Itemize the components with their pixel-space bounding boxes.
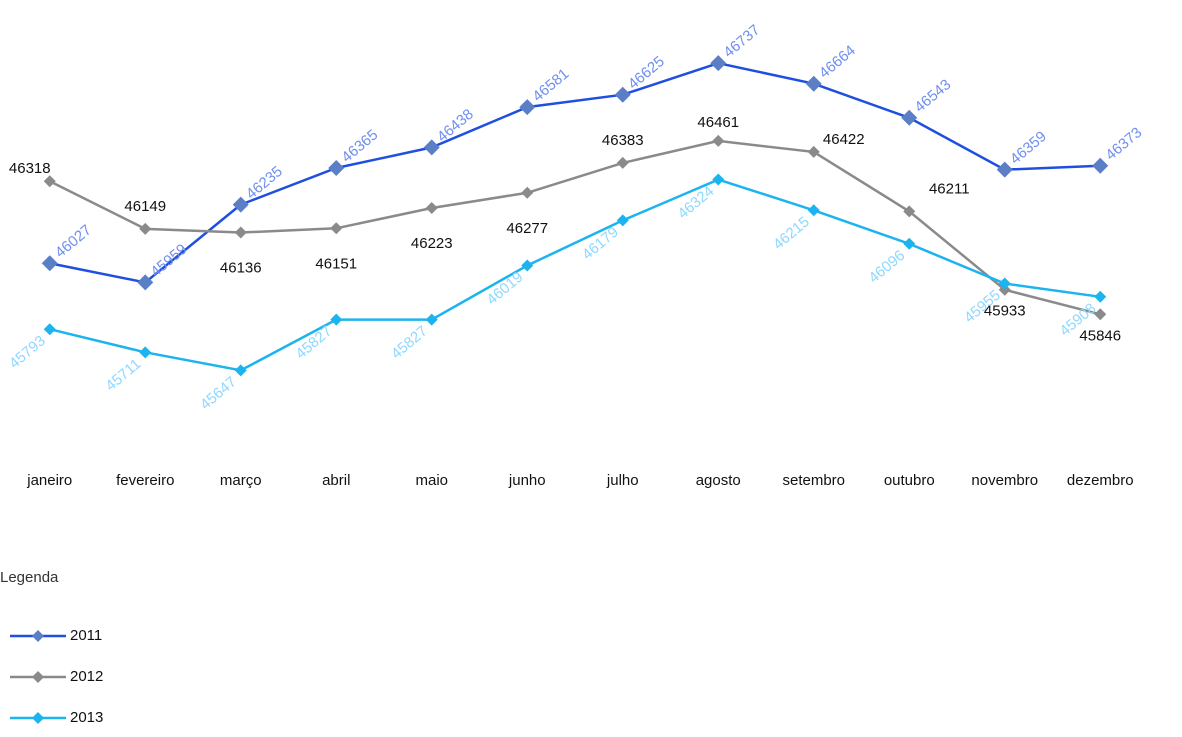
- data-label: 46211: [929, 180, 970, 197]
- marker: [139, 222, 152, 235]
- data-label: 46543: [911, 76, 954, 116]
- marker: [232, 196, 249, 213]
- data-label: 46223: [411, 235, 453, 252]
- data-label: 45711: [102, 355, 144, 394]
- marker: [903, 237, 916, 250]
- legend-marker: [32, 712, 44, 724]
- marker: [807, 145, 820, 158]
- marker: [616, 214, 629, 227]
- x-tick-label: dezembro: [1067, 472, 1134, 489]
- marker: [519, 99, 536, 116]
- marker: [998, 277, 1011, 290]
- data-label: 46019: [483, 269, 526, 309]
- data-label: 46737: [720, 21, 763, 61]
- marker: [1092, 157, 1109, 174]
- marker: [234, 226, 247, 239]
- data-label: 46664: [816, 42, 859, 82]
- marker: [423, 139, 440, 156]
- marker: [996, 161, 1013, 178]
- x-tick-label: junho: [508, 472, 546, 489]
- marker: [330, 222, 343, 235]
- legend-title: Legenda: [0, 569, 59, 586]
- marker: [1094, 308, 1107, 321]
- series-line: [49, 61, 1101, 284]
- data-label: 46151: [315, 255, 357, 272]
- x-tick-label: abril: [322, 472, 350, 489]
- marker: [425, 313, 438, 326]
- data-label: 46215: [770, 213, 813, 253]
- data-label: 45827: [388, 323, 431, 363]
- marker: [521, 186, 534, 199]
- marker: [614, 86, 631, 103]
- x-tick-label: agosto: [696, 472, 741, 489]
- data-label: 46096: [865, 247, 908, 287]
- x-tick-label: maio: [415, 472, 448, 489]
- x-tick-label: janeiro: [26, 472, 72, 489]
- data-label: 46359: [1007, 128, 1050, 168]
- data-label: 46136: [220, 260, 262, 277]
- marker: [328, 159, 345, 176]
- x-tick-label: setembro: [782, 472, 845, 489]
- data-label: 46438: [434, 106, 477, 146]
- legend-label: 2013: [70, 709, 103, 726]
- data-label: 45647: [197, 373, 240, 413]
- data-label: 46373: [1102, 124, 1145, 164]
- marker: [712, 173, 725, 186]
- x-tick-label: julho: [606, 472, 639, 489]
- data-label: 46581: [529, 65, 572, 105]
- data-label: 46461: [697, 114, 739, 131]
- x-tick-label: fevereiro: [116, 472, 174, 489]
- data-label: 46149: [124, 198, 166, 215]
- marker: [43, 323, 56, 336]
- marker: [805, 75, 822, 92]
- marker: [41, 255, 58, 272]
- x-tick-label: outubro: [884, 472, 935, 489]
- legend-marker: [32, 630, 44, 642]
- marker: [137, 274, 154, 291]
- series-line: [49, 178, 1101, 372]
- data-label: 45933: [984, 303, 1026, 320]
- data-label: 45793: [6, 332, 49, 372]
- marker: [1094, 290, 1107, 303]
- legend-marker: [32, 671, 44, 683]
- legend-label: 2011: [70, 627, 102, 644]
- marker: [139, 346, 152, 359]
- marker: [616, 156, 629, 169]
- marker: [901, 109, 918, 126]
- data-label: 46027: [52, 222, 95, 262]
- data-label: 46318: [9, 160, 51, 177]
- x-tick-label: novembro: [971, 472, 1038, 489]
- data-label: 46179: [579, 223, 622, 263]
- data-label: 46277: [506, 220, 548, 237]
- marker: [521, 259, 534, 272]
- marker: [425, 202, 438, 215]
- marker: [710, 55, 727, 72]
- marker: [234, 364, 247, 377]
- data-label: 46422: [823, 131, 865, 148]
- data-label: 45827: [292, 323, 335, 363]
- marker: [712, 134, 725, 147]
- data-label: 46383: [602, 132, 644, 149]
- data-label: 45846: [1079, 327, 1121, 344]
- marker: [903, 205, 916, 218]
- x-tick-label: março: [220, 472, 262, 489]
- series-line: [49, 139, 1101, 316]
- marker: [998, 283, 1011, 296]
- marker: [807, 204, 820, 217]
- data-label: 45959: [147, 241, 190, 281]
- marker: [43, 175, 56, 188]
- legend-label: 2012: [70, 668, 103, 685]
- marker: [330, 313, 343, 326]
